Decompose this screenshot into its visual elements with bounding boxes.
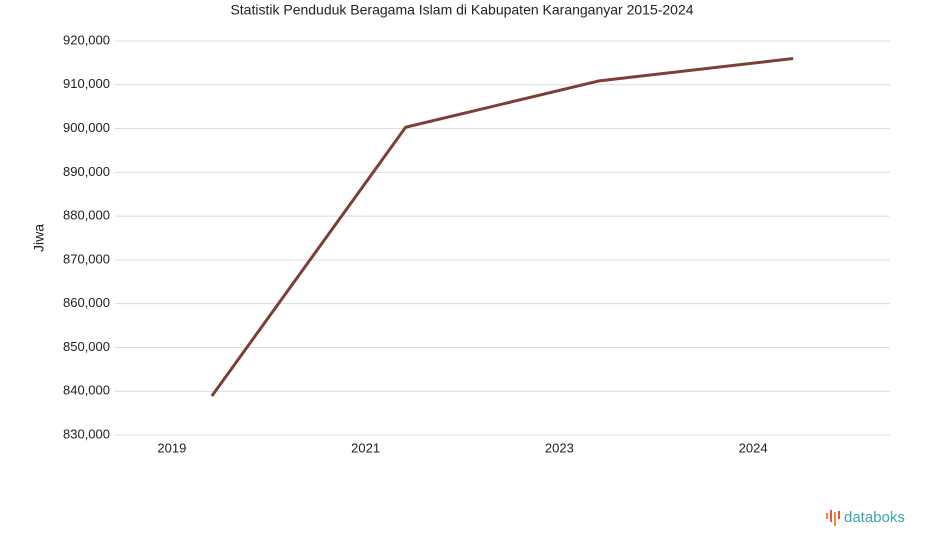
y-tick-label: 870,000	[63, 251, 110, 266]
y-tick-label: 880,000	[63, 208, 110, 223]
y-tick-label: 840,000	[63, 383, 110, 398]
logo-bar	[826, 513, 828, 519]
logo-bar	[834, 512, 836, 526]
y-tick-label: 850,000	[63, 339, 110, 354]
logo-bar	[838, 511, 840, 519]
y-axis-label: Jiwa	[31, 224, 47, 252]
logo-bar	[830, 510, 832, 522]
x-tick-label: 2019	[157, 440, 186, 455]
y-tick-label: 860,000	[63, 295, 110, 310]
logo: databoks	[826, 509, 905, 526]
watermark: databoks	[844, 509, 905, 526]
y-tick-label: 900,000	[63, 120, 110, 135]
chart-title: Statistik Penduduk Beragama Islam di Kab…	[230, 2, 693, 18]
x-tick-label: 2021	[351, 440, 380, 455]
x-tick-label: 2024	[739, 440, 768, 455]
y-tick-label: 920,000	[63, 32, 110, 47]
y-tick-label: 910,000	[63, 76, 110, 91]
line	[210, 57, 794, 397]
y-tick-label: 890,000	[63, 164, 110, 179]
x-tick-label: 2023	[545, 440, 574, 455]
y-tick-label: 830,000	[63, 426, 110, 441]
